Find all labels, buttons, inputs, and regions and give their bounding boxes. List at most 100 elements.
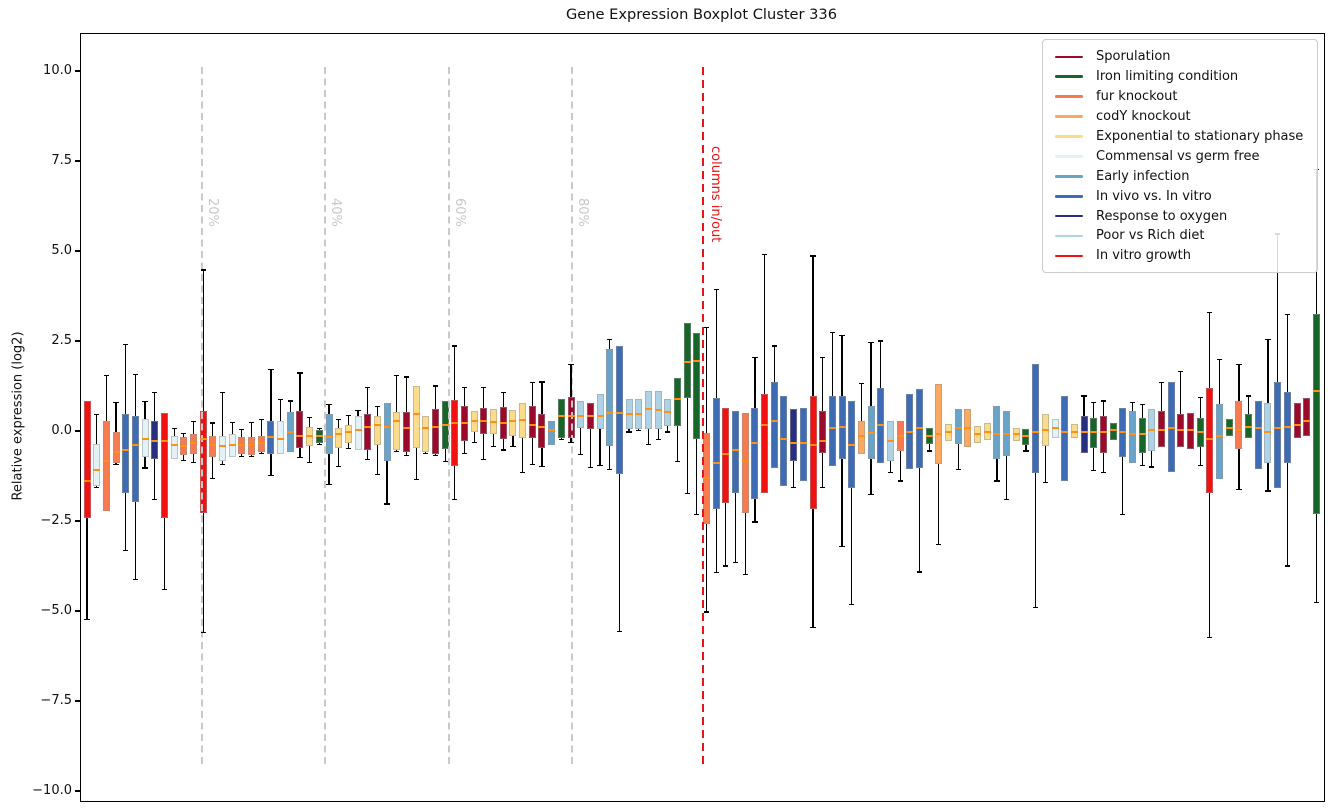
- legend-label: In vivo vs. In vitro: [1096, 188, 1212, 204]
- boxplot-median: [267, 436, 275, 439]
- boxplot-median: [761, 423, 769, 426]
- boxplot-whisker-cap: [607, 338, 613, 341]
- boxplot-median: [199, 438, 207, 441]
- boxplot-whisker: [221, 392, 224, 436]
- boxplot-whisker: [1286, 462, 1288, 566]
- boxplot-whisker: [822, 452, 824, 488]
- boxplot-whisker-cap: [345, 415, 351, 417]
- boxplot-median: [373, 423, 381, 426]
- boxplot-box: [819, 411, 827, 453]
- legend-swatch: [1055, 75, 1083, 79]
- boxplot-whisker: [347, 442, 349, 449]
- boxplot-whisker-cap: [1139, 464, 1145, 466]
- boxplot-whisker: [860, 383, 862, 421]
- boxplot-whisker: [502, 392, 504, 407]
- boxplot-whisker: [260, 419, 262, 436]
- boxplot-whisker: [444, 449, 446, 462]
- y-tick-label: 10.0: [43, 63, 72, 78]
- boxplot-median: [1051, 427, 1059, 430]
- boxplot-box: [1109, 422, 1117, 440]
- boxplot-whisker: [1277, 234, 1279, 382]
- boxplot-whisker-cap: [200, 632, 206, 634]
- boxplot-box: [954, 409, 962, 445]
- boxplot-whisker: [105, 375, 107, 421]
- y-tick-mark: [75, 790, 80, 792]
- boxplot-whisker: [705, 524, 708, 612]
- boxplot-box: [683, 322, 691, 398]
- boxplot-whisker-cap: [1197, 397, 1203, 399]
- legend-item: In vitro growth: [1055, 246, 1317, 266]
- boxplot-median: [867, 431, 875, 434]
- percent-line: [448, 67, 450, 768]
- boxplot-box: [577, 401, 585, 428]
- boxplot-median: [906, 431, 914, 433]
- boxplot-whisker-cap: [1023, 450, 1029, 452]
- boxplot-whisker: [1218, 359, 1221, 405]
- boxplot-whisker: [599, 429, 601, 466]
- boxplot-whisker-cap: [1207, 312, 1213, 314]
- boxplot-whisker-cap: [568, 442, 574, 444]
- boxplot-median: [1148, 429, 1156, 432]
- boxplot-median: [93, 468, 101, 471]
- boxplot-whisker: [1160, 382, 1163, 412]
- boxplot-median: [383, 425, 391, 428]
- boxplot-whisker: [202, 270, 204, 412]
- legend-label: Iron limiting condition: [1096, 69, 1239, 85]
- boxplot-whisker: [396, 375, 398, 413]
- boxplot-whisker: [125, 344, 127, 414]
- y-tick-mark: [75, 520, 80, 522]
- boxplot-median: [567, 415, 575, 418]
- boxplot-median: [1235, 429, 1243, 432]
- boxplot-whisker: [1025, 444, 1027, 452]
- boxplot-whisker: [96, 486, 98, 488]
- boxplot-whisker: [376, 406, 378, 416]
- boxplot-whisker: [1267, 462, 1269, 492]
- boxplot-median: [1012, 432, 1020, 435]
- boxplot-whisker: [144, 457, 146, 468]
- boxplot-whisker: [338, 448, 340, 467]
- boxplot-box: [799, 407, 807, 481]
- boxplot-whisker-cap: [674, 460, 681, 462]
- boxplot-whisker-cap: [849, 603, 855, 606]
- boxplot-whisker: [318, 428, 320, 431]
- boxplot-whisker-cap: [1139, 404, 1145, 406]
- boxplot-whisker-cap: [1033, 607, 1039, 609]
- boxplot-whisker: [328, 404, 330, 414]
- y-tick-label: −5.0: [40, 603, 72, 618]
- boxplot-median: [1177, 429, 1185, 432]
- boxplot-median: [1206, 438, 1214, 441]
- boxplot-median: [848, 443, 856, 446]
- boxplot-whisker: [1122, 456, 1124, 515]
- boxplot-whisker: [270, 453, 272, 476]
- boxplot-whisker: [899, 451, 901, 481]
- boxplot-whisker-cap: [307, 417, 313, 419]
- boxplot-median: [1032, 431, 1040, 433]
- boxplot-whisker: [212, 457, 214, 479]
- boxplot-median: [1225, 427, 1233, 430]
- boxplot-median: [461, 421, 469, 424]
- boxplot-whisker-cap: [316, 444, 322, 446]
- boxplot-whisker: [454, 466, 456, 500]
- boxplot-whisker: [280, 399, 282, 422]
- boxplot-whisker: [96, 414, 98, 445]
- boxplot-whisker: [618, 474, 620, 632]
- boxplot-median: [519, 419, 527, 422]
- boxplot-median: [799, 441, 807, 444]
- boxplot-whisker: [667, 426, 669, 432]
- boxplot-box: [354, 416, 362, 450]
- boxplot-whisker: [705, 327, 708, 433]
- boxplot-whisker-cap: [858, 382, 864, 384]
- boxplot-median: [732, 449, 740, 451]
- y-tick-label: −10.0: [32, 783, 72, 798]
- boxplot-whisker: [696, 439, 698, 515]
- boxplot-box: [644, 391, 652, 430]
- boxplot-whisker: [502, 439, 504, 450]
- legend-label: Poor vs Rich diet: [1096, 228, 1205, 244]
- boxplot-whisker: [764, 254, 766, 395]
- boxplot-whisker: [473, 432, 475, 443]
- boxplot-whisker-cap: [287, 400, 293, 402]
- boxplot-whisker-cap: [297, 456, 303, 458]
- boxplot-whisker: [1238, 448, 1240, 490]
- boxplot-median: [596, 415, 604, 418]
- boxplot-whisker-cap: [703, 611, 710, 613]
